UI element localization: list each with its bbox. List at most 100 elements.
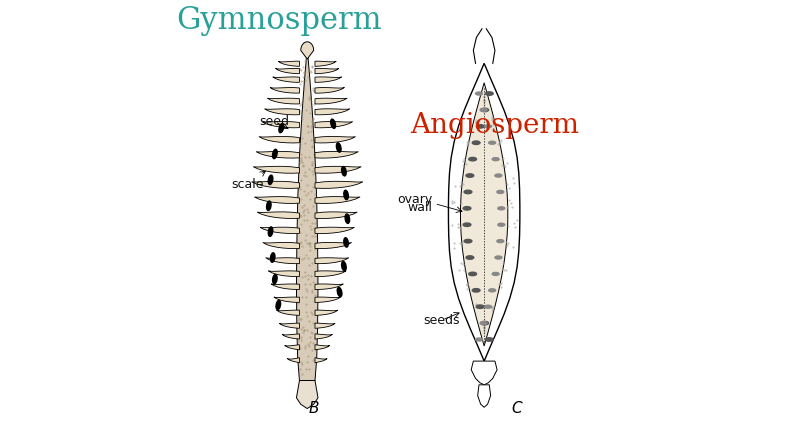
Polygon shape [315,258,349,264]
Polygon shape [263,243,299,249]
Polygon shape [461,83,508,346]
Ellipse shape [466,174,474,177]
Ellipse shape [476,125,484,128]
Ellipse shape [476,305,484,308]
Polygon shape [266,258,299,264]
Ellipse shape [497,191,504,194]
Ellipse shape [330,119,335,128]
Polygon shape [267,98,299,104]
Ellipse shape [475,338,482,341]
Polygon shape [315,109,350,115]
Polygon shape [471,361,497,385]
Polygon shape [260,227,299,233]
Polygon shape [297,381,318,409]
Text: Gymnosperm: Gymnosperm [176,5,382,35]
Polygon shape [315,88,345,93]
Polygon shape [254,166,299,173]
Text: Angiosperm: Angiosperm [410,113,579,139]
Ellipse shape [344,238,348,247]
Polygon shape [282,334,299,339]
Ellipse shape [464,240,472,243]
Text: wall: wall [407,201,432,215]
Ellipse shape [463,223,471,226]
Ellipse shape [472,141,480,145]
Polygon shape [285,345,299,350]
Ellipse shape [485,125,491,128]
Polygon shape [478,385,490,407]
Polygon shape [315,271,346,276]
Ellipse shape [492,158,499,161]
Ellipse shape [481,108,489,112]
Ellipse shape [266,201,271,210]
Ellipse shape [485,305,491,308]
Ellipse shape [273,274,277,284]
Ellipse shape [497,240,504,243]
Polygon shape [315,212,358,219]
Polygon shape [265,109,299,115]
Ellipse shape [498,223,505,226]
Ellipse shape [492,272,499,276]
Polygon shape [315,98,347,104]
Polygon shape [279,323,299,328]
Ellipse shape [342,261,346,271]
Polygon shape [251,181,299,188]
Polygon shape [315,345,330,350]
Ellipse shape [472,289,480,292]
Polygon shape [315,137,355,143]
Polygon shape [259,137,299,143]
Polygon shape [315,77,342,82]
Text: scale: scale [231,171,266,191]
Polygon shape [315,334,333,339]
Ellipse shape [276,300,281,310]
Ellipse shape [338,287,342,297]
Polygon shape [274,297,299,302]
Ellipse shape [345,214,350,223]
Polygon shape [315,166,362,173]
Polygon shape [449,64,520,361]
Polygon shape [273,77,299,82]
Ellipse shape [498,207,505,210]
Polygon shape [315,122,353,128]
Polygon shape [301,42,314,59]
Polygon shape [256,152,299,158]
Ellipse shape [481,321,489,325]
Ellipse shape [464,190,472,194]
Ellipse shape [466,256,474,259]
Ellipse shape [273,149,277,159]
Polygon shape [315,181,363,188]
Ellipse shape [495,256,502,259]
Ellipse shape [495,174,502,177]
Polygon shape [271,284,299,290]
Ellipse shape [336,143,341,152]
Ellipse shape [489,289,496,292]
Polygon shape [315,197,360,203]
Ellipse shape [486,92,494,95]
Polygon shape [315,243,352,249]
Polygon shape [315,284,343,290]
Polygon shape [268,271,299,276]
Text: C: C [511,401,522,416]
Ellipse shape [489,141,496,144]
Ellipse shape [475,92,482,95]
Polygon shape [287,358,299,363]
Ellipse shape [480,109,487,111]
Polygon shape [315,152,358,158]
Text: ovary: ovary [397,193,432,206]
Ellipse shape [268,175,273,184]
Ellipse shape [268,227,273,237]
Polygon shape [315,323,335,328]
Ellipse shape [342,166,346,176]
Polygon shape [275,68,299,74]
Polygon shape [315,61,336,67]
Ellipse shape [486,338,494,341]
Ellipse shape [344,190,348,200]
Polygon shape [315,310,338,315]
Text: B: B [309,401,319,416]
Polygon shape [315,68,339,74]
Polygon shape [315,297,341,302]
Polygon shape [257,212,299,219]
Polygon shape [315,358,327,363]
Text: seed: seed [260,115,290,128]
Text: seeds: seeds [424,313,460,327]
Polygon shape [297,48,318,381]
